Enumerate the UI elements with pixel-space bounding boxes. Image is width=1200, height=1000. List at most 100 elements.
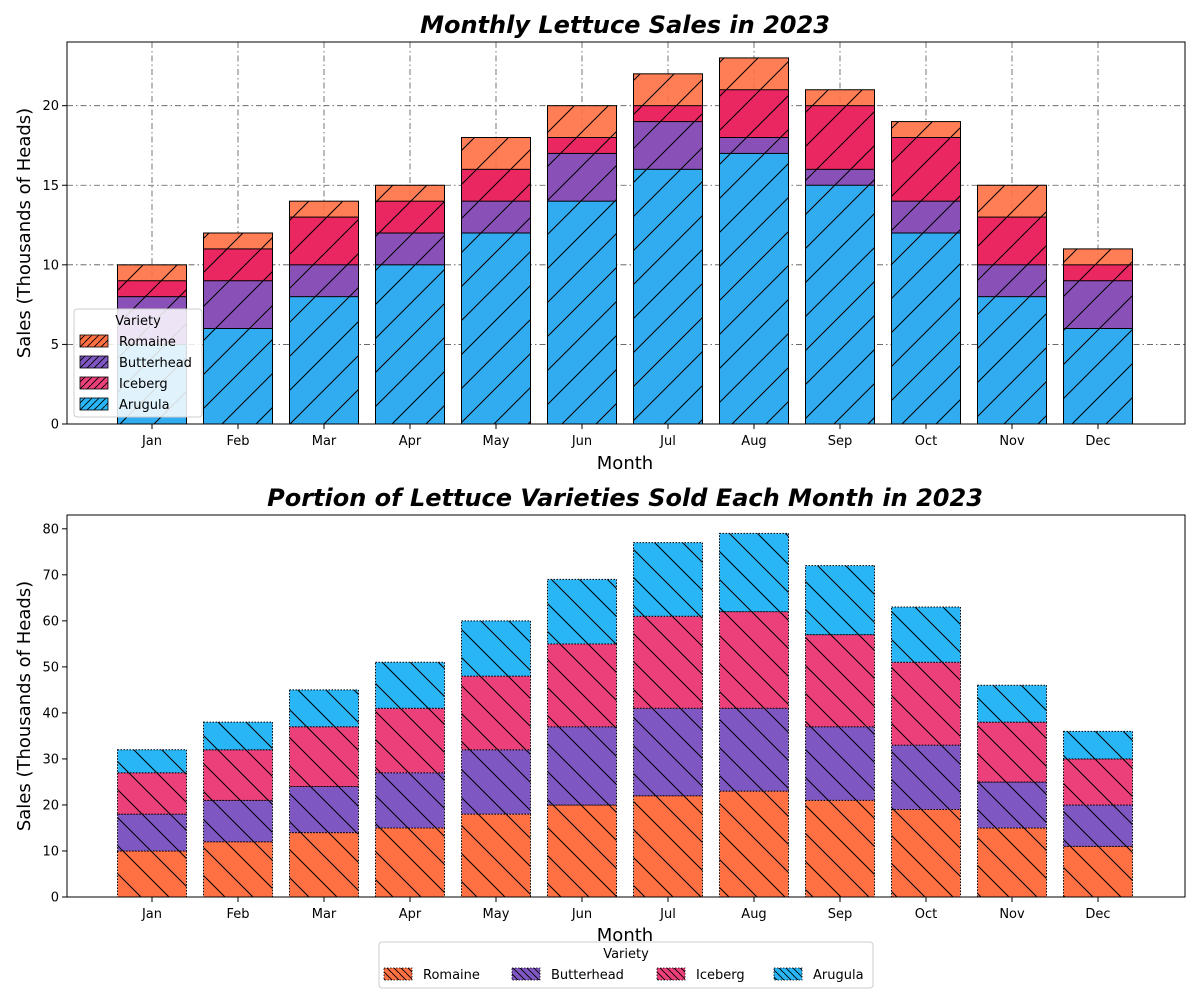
stack-romaine-jan-hatch: [117, 850, 187, 897]
chart2-legend-label-romaine: Romaine: [423, 968, 480, 983]
stack-butterhead-dec-hatch: [1063, 804, 1133, 847]
stack-romaine-dec-hatch: [1063, 846, 1133, 897]
chart1-xtick-label: Dec: [1085, 434, 1110, 449]
stack-romaine-sep-hatch: [805, 800, 875, 897]
stack-butterhead-jun-hatch: [547, 726, 617, 805]
stack-iceberg-apr-hatch: [375, 708, 445, 773]
chart2-bars: [117, 532, 1133, 898]
chart2-xtick-label: Jul: [659, 907, 676, 922]
chart1-legend-label-arugula: Arugula: [119, 398, 170, 413]
bar-arugula-mar-hatch: [289, 296, 359, 424]
stack-butterhead-aug-hatch: [719, 708, 789, 792]
bar-arugula-feb-hatch: [203, 328, 273, 424]
chart1-legend-title: Variety: [115, 314, 161, 329]
chart-portion-of-varieties: Portion of Lettuce Varieties Sold Each M…: [14, 484, 1186, 989]
chart1-legend-swatch-romaine-hatch: [80, 335, 108, 347]
stack-arugula-nov-hatch: [977, 685, 1047, 723]
chart2-ylabel: Sales (Thousands of Heads): [14, 581, 35, 831]
stack-arugula-jul-hatch: [633, 542, 703, 617]
chart1-ytick-label: 15: [42, 179, 59, 194]
chart2-y-ticks: 0 10 20 30 40 50 60 70 80: [42, 522, 67, 906]
chart2-legend-swatch-iceberg-hatch: [657, 968, 685, 980]
stack-iceberg-feb-hatch: [203, 749, 273, 801]
chart2-xlabel: Month: [597, 925, 653, 946]
chart2-ytick-label: 70: [42, 568, 59, 583]
chart1-title: Monthly Lettuce Sales in 2023: [420, 11, 830, 39]
bar-arugula-jul-hatch: [633, 169, 703, 424]
chart2-xtick-label: Jan: [141, 907, 162, 922]
stack-arugula-may-hatch: [461, 620, 531, 677]
chart-monthly-lettuce-sales: Monthly Lettuce Sales in 2023 0 5 10 15 20 J…: [14, 11, 1186, 474]
chart1-legend-label-romaine: Romaine: [119, 335, 176, 350]
chart1-y-ticks: 0 5 10 15 20: [42, 99, 67, 433]
stack-iceberg-sep-hatch: [805, 634, 875, 727]
stack-iceberg-jan-hatch: [117, 772, 187, 815]
stack-butterhead-oct-hatch: [891, 745, 961, 810]
stack-iceberg-jul-hatch: [633, 616, 703, 709]
stack-iceberg-jun-hatch: [547, 643, 617, 727]
chart2-ytick-label: 50: [42, 660, 59, 675]
chart2-legend-label-butterhead: Butterhead: [551, 968, 624, 983]
bar-arugula-sep-hatch: [805, 185, 875, 424]
stack-romaine-jun-hatch: [547, 804, 617, 897]
stack-arugula-dec-hatch: [1063, 731, 1133, 759]
stack-butterhead-mar-hatch: [289, 786, 359, 833]
chart2-xtick-label: Feb: [226, 907, 249, 922]
stack-romaine-feb-hatch: [203, 841, 273, 897]
chart1-xtick-label: Nov: [999, 434, 1025, 449]
bar-arugula-dec-hatch: [1063, 328, 1133, 424]
chart2-ytick-label: 80: [42, 522, 59, 537]
bar-arugula-nov-hatch: [977, 296, 1047, 424]
chart1-xlabel: Month: [597, 453, 653, 474]
chart1-ytick-label: 0: [51, 418, 59, 433]
stack-butterhead-apr-hatch: [375, 772, 445, 828]
stack-arugula-mar-hatch: [289, 689, 359, 727]
chart2-ytick-label: 0: [51, 891, 59, 906]
chart1-xtick-label: Oct: [915, 434, 937, 449]
chart1-x-ticks: Jan Feb Mar Apr May Jun Jul Aug Sep Oct Nov Dec: [141, 424, 1111, 449]
chart1-xtick-label: Jan: [141, 434, 162, 449]
stack-iceberg-nov-hatch: [977, 722, 1047, 782]
chart2-xtick-label: Mar: [312, 907, 337, 922]
chart2-ytick-label: 40: [42, 706, 59, 721]
chart1-ytick-label: 20: [42, 99, 59, 114]
chart1-xtick-label: May: [483, 434, 510, 449]
chart1-legend-label-iceberg: Iceberg: [119, 377, 168, 392]
stack-romaine-nov-hatch: [977, 827, 1047, 897]
bar-arugula-apr-hatch: [375, 264, 445, 424]
stack-iceberg-mar-hatch: [289, 726, 359, 787]
stack-butterhead-nov-hatch: [977, 781, 1047, 828]
chart1-legend-swatch-arugula-hatch: [80, 398, 108, 410]
chart2-legend-swatch-arugula-hatch: [774, 968, 802, 980]
chart1-xtick-label: Apr: [399, 434, 422, 449]
chart2-x-ticks: Jan Feb Mar Apr May Jun Jul Aug Sep Oct Nov Dec: [141, 897, 1111, 922]
chart2-title: Portion of Lettuce Varieties Sold Each M…: [267, 484, 983, 512]
chart2-plot-frame: [66, 514, 1186, 898]
stack-butterhead-may-hatch: [461, 749, 531, 815]
chart2-ytick-label: 10: [42, 844, 59, 859]
chart2-legend-label-arugula: Arugula: [813, 968, 864, 983]
stack-arugula-aug-hatch: [719, 533, 789, 612]
chart1-xtick-label: Mar: [312, 434, 337, 449]
stack-iceberg-aug-hatch: [719, 611, 789, 709]
stack-butterhead-feb-hatch: [203, 800, 273, 842]
chart1-legend: Variety Romaine Butterhead Iceberg Arugu…: [73, 308, 203, 418]
stack-arugula-feb-hatch: [203, 722, 273, 750]
stack-butterhead-jul-hatch: [633, 708, 703, 796]
stack-romaine-aug-hatch: [719, 791, 789, 897]
stack-romaine-jul-hatch: [633, 795, 703, 897]
bar-arugula-jun-hatch: [547, 201, 617, 424]
chart1-legend-label-butterhead: Butterhead: [119, 356, 192, 371]
chart2-ytick-label: 20: [42, 798, 59, 813]
chart2-xtick-label: Oct: [915, 907, 937, 922]
chart1-ytick-label: 5: [51, 338, 59, 353]
chart1-plot-frame: [66, 41, 1186, 425]
bar-arugula-may-hatch: [461, 233, 531, 424]
chart2-legend-frame: [378, 941, 874, 989]
stack-iceberg-may-hatch: [461, 676, 531, 750]
stack-arugula-apr-hatch: [375, 662, 445, 709]
chart2-legend-swatch-butterhead-hatch: [512, 968, 540, 980]
stack-arugula-jun-hatch: [547, 579, 617, 644]
chart1-legend-swatch-butterhead-hatch: [80, 356, 108, 368]
